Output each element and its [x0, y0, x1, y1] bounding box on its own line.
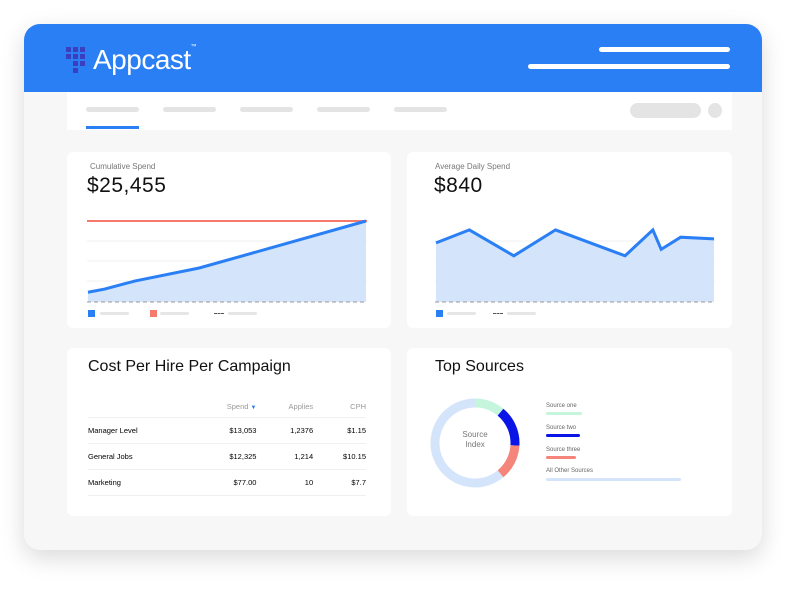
- appcast-logo[interactable]: Appcast ™: [66, 44, 197, 76]
- cost-per-hire-card: Cost Per Hire Per Campaign Spend ▼ Appli…: [67, 348, 391, 516]
- cumulative-spend-card: Cumulative Spend $25,455: [67, 152, 391, 328]
- avatar[interactable]: [708, 103, 722, 118]
- donut-segment: [497, 408, 520, 446]
- legend-source-one: Source one: [546, 403, 577, 409]
- daily-chart: [435, 227, 715, 303]
- donut-segment: [430, 398, 504, 488]
- column-spend[interactable]: Spend ▼: [188, 397, 257, 418]
- cph-table: Spend ▼ Applies CPH Manager Level $13,053…: [88, 397, 366, 496]
- donut-center-label: Source Index: [462, 430, 488, 449]
- legend-placeholder: [100, 312, 129, 315]
- legend-source-three: Source three: [546, 447, 581, 453]
- donut-segment: [474, 398, 504, 416]
- table-header: Spend ▼ Applies CPH: [88, 397, 366, 418]
- trademark: ™: [190, 44, 197, 50]
- card-title: Cost Per Hire Per Campaign: [88, 358, 291, 375]
- series-line: [87, 219, 367, 294]
- tab-5[interactable]: [394, 107, 447, 112]
- table-row[interactable]: Marketing $77.00 10 $7.7: [88, 469, 366, 496]
- legend-source-two: Source two: [546, 425, 577, 431]
- top-sources-card: Top Sources Source Index Source one Sourc…: [407, 348, 732, 516]
- daily-value: $840: [434, 174, 483, 197]
- other-sources-bar: [546, 478, 681, 481]
- legend-swatch-blue: [436, 310, 443, 317]
- card-label: Average Daily Spend: [435, 162, 511, 171]
- legend-dash: [493, 313, 503, 314]
- table-row[interactable]: General Jobs $12,325 1,214 $10.15: [88, 443, 366, 470]
- legend-other-sources: All Other Sources: [546, 468, 594, 474]
- tab-1[interactable]: [86, 107, 139, 112]
- donut-segment: [497, 444, 520, 478]
- legend-placeholder: [160, 312, 189, 315]
- brand-name: Appcast: [93, 44, 191, 75]
- logo-mark-icon: [66, 47, 85, 73]
- series-area: [436, 229, 714, 302]
- series-line: [435, 227, 715, 258]
- header: Appcast ™: [24, 24, 762, 92]
- legend-swatch-red: [150, 310, 157, 317]
- column-cph[interactable]: CPH: [313, 397, 366, 418]
- legend-swatch-blue: [88, 310, 95, 317]
- source-one-bar: [546, 412, 582, 415]
- card-label: Cumulative Spend: [90, 162, 156, 171]
- tab-2[interactable]: [163, 107, 216, 112]
- legend-placeholder: [228, 312, 257, 315]
- legend-placeholder: [507, 312, 536, 315]
- legend-placeholder: [447, 312, 476, 315]
- header-placeholder-line: [599, 47, 730, 52]
- tab-3[interactable]: [240, 107, 293, 112]
- source-two-bar: [546, 434, 580, 437]
- nav-bar: [67, 92, 732, 130]
- active-tab-indicator: [86, 126, 139, 129]
- cumulative-value: $25,455: [87, 174, 167, 197]
- legend-dash: [214, 313, 224, 314]
- search-pill[interactable]: [630, 103, 701, 118]
- column-applies[interactable]: Applies: [256, 397, 314, 418]
- tab-4[interactable]: [317, 107, 370, 112]
- app-window: Appcast ™ Cumulative Spend $25,455 Averag…: [24, 24, 762, 550]
- card-title: Top Sources: [435, 358, 524, 375]
- cumulative-chart: [87, 219, 367, 303]
- header-placeholder-line: [528, 64, 730, 69]
- table-row[interactable]: Manager Level $13,053 1,2376 $1.15: [88, 417, 366, 444]
- average-daily-spend-card: Average Daily Spend $840: [407, 152, 732, 328]
- caret-down-icon: ▼: [250, 405, 257, 412]
- source-three-bar: [546, 456, 576, 459]
- source-donut: [430, 398, 520, 488]
